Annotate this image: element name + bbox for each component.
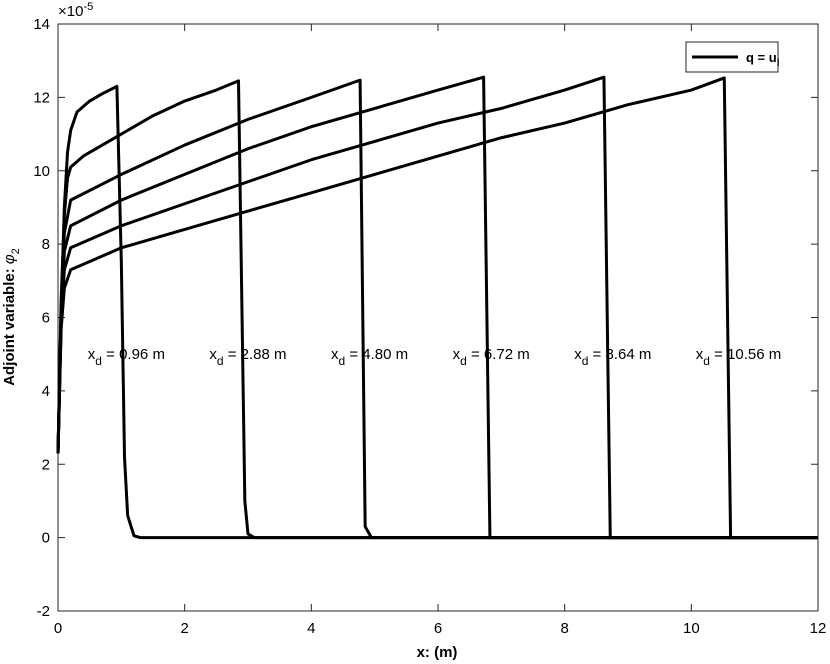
curve — [56, 84, 818, 540]
annotation: xd = 0.96 m — [88, 346, 165, 368]
annotation: xd = 6.72 m — [453, 346, 530, 368]
y-multiplier: ×10-5 — [58, 1, 93, 20]
annotation: xd = 10.56 m — [696, 346, 781, 368]
annotation-rest: = 2.88 m — [224, 346, 287, 363]
y-tick-label: 8 — [42, 236, 50, 253]
curve — [56, 75, 818, 540]
x-tick-label: 2 — [180, 620, 188, 637]
annotation-subscript: d — [95, 354, 102, 368]
y-tick-label: 12 — [33, 89, 50, 106]
y-tick-label: 10 — [33, 163, 50, 180]
annotation-rest: = 0.96 m — [102, 346, 165, 363]
y-axis-label: Adjoint variable: φ2 — [1, 248, 22, 386]
annotation-rest: = 10.56 m — [710, 346, 781, 363]
y-tick-label: 6 — [42, 310, 50, 327]
legend-text: q = u — [746, 50, 777, 65]
y-tick-label: 2 — [42, 456, 50, 473]
annotation-text: x — [696, 346, 704, 363]
y-tick-label: -2 — [37, 603, 50, 620]
annotation: xd = 4.80 m — [331, 346, 408, 368]
x-tick-label: 0 — [54, 620, 62, 637]
annotation-subscript: d — [339, 354, 346, 368]
plot-frame — [57, 23, 819, 612]
annotation-rest: = 4.80 m — [345, 346, 408, 363]
y-label-text: Adjoint variable: — [1, 264, 18, 386]
annotation-text: x — [453, 346, 461, 363]
x-tick-label: 12 — [810, 620, 827, 637]
x-tick-label: 6 — [434, 620, 442, 637]
y-label-symbol: φ — [1, 254, 18, 264]
multiplier-base: ×10 — [58, 3, 83, 20]
legend-subscript: l — [777, 58, 780, 69]
x-axis-label: x: (m) — [417, 644, 458, 661]
multiplier-exponent: -5 — [83, 1, 93, 13]
annotation-rest: = 6.72 m — [467, 346, 530, 363]
legend-label: q = ul — [746, 50, 780, 69]
annotation-text: x — [331, 346, 339, 363]
curve — [56, 75, 818, 540]
y-tick-label: 4 — [42, 383, 50, 400]
annotation: xd = 8.64 m — [574, 346, 651, 368]
annotation-subscript: d — [217, 354, 224, 368]
curve — [56, 79, 818, 540]
annotation-text: x — [88, 346, 96, 363]
y-tick-label: 14 — [33, 16, 50, 33]
annotation-subscript: d — [703, 354, 710, 368]
x-tick-label: 10 — [683, 620, 700, 637]
curve — [56, 78, 818, 540]
annotation: xd = 2.88 m — [209, 346, 286, 368]
annotation-text: x — [209, 346, 217, 363]
annotation-subscript: d — [582, 354, 589, 368]
y-label-subscript: 2 — [10, 248, 22, 254]
annotation-rest: = 8.64 m — [588, 346, 651, 363]
curve — [56, 76, 818, 540]
annotation-subscript: d — [460, 354, 467, 368]
annotation-text: x — [574, 346, 582, 363]
y-tick-label: 0 — [42, 530, 50, 547]
x-tick-label: 8 — [560, 620, 568, 637]
x-tick-label: 4 — [307, 620, 315, 637]
